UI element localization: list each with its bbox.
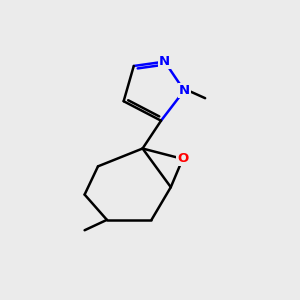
- Text: N: N: [178, 84, 190, 97]
- Text: N: N: [159, 55, 170, 68]
- Text: O: O: [177, 152, 188, 165]
